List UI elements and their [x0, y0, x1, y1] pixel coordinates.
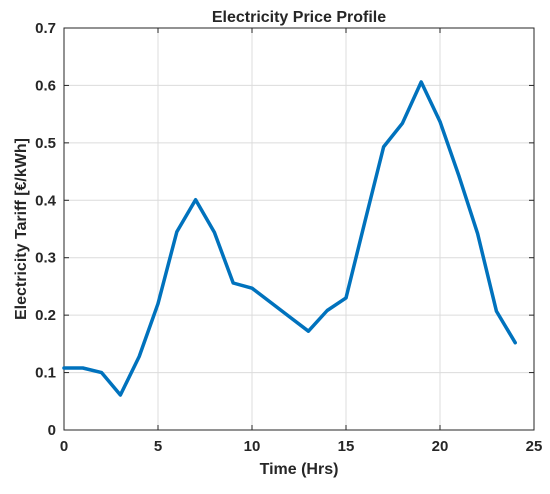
- y-tick-label: 0.3: [35, 250, 56, 267]
- chart-title: Electricity Price Profile: [212, 9, 386, 26]
- x-tick-label: 20: [432, 438, 449, 455]
- x-tick-label: 0: [60, 438, 68, 455]
- y-tick-label: 0.5: [35, 135, 56, 152]
- x-tick-label: 10: [244, 438, 261, 455]
- y-tick-label: 0: [48, 422, 56, 439]
- y-tick-label: 0.2: [35, 307, 56, 324]
- series-layer: [64, 82, 515, 395]
- y-axis-tick-labels: 0 0.1 0.2 0.3 0.4 0.5 0.6 0.7: [35, 20, 57, 439]
- series-line: [64, 82, 515, 395]
- y-tick-label: 0.1: [35, 365, 56, 382]
- x-tick-label: 15: [338, 438, 355, 455]
- x-axis-tick-labels: 0 5 10 15 20 25: [60, 438, 543, 455]
- y-tick-label: 0.6: [35, 77, 56, 94]
- y-tick-label: 0.4: [35, 192, 57, 209]
- y-tick-label: 0.7: [35, 20, 56, 37]
- y-axis-label: Electricity Tariff [€/kWh]: [13, 138, 30, 320]
- x-tick-label: 5: [154, 438, 162, 455]
- x-tick-label: 25: [526, 438, 543, 455]
- x-axis-label: Time (Hrs): [260, 461, 339, 478]
